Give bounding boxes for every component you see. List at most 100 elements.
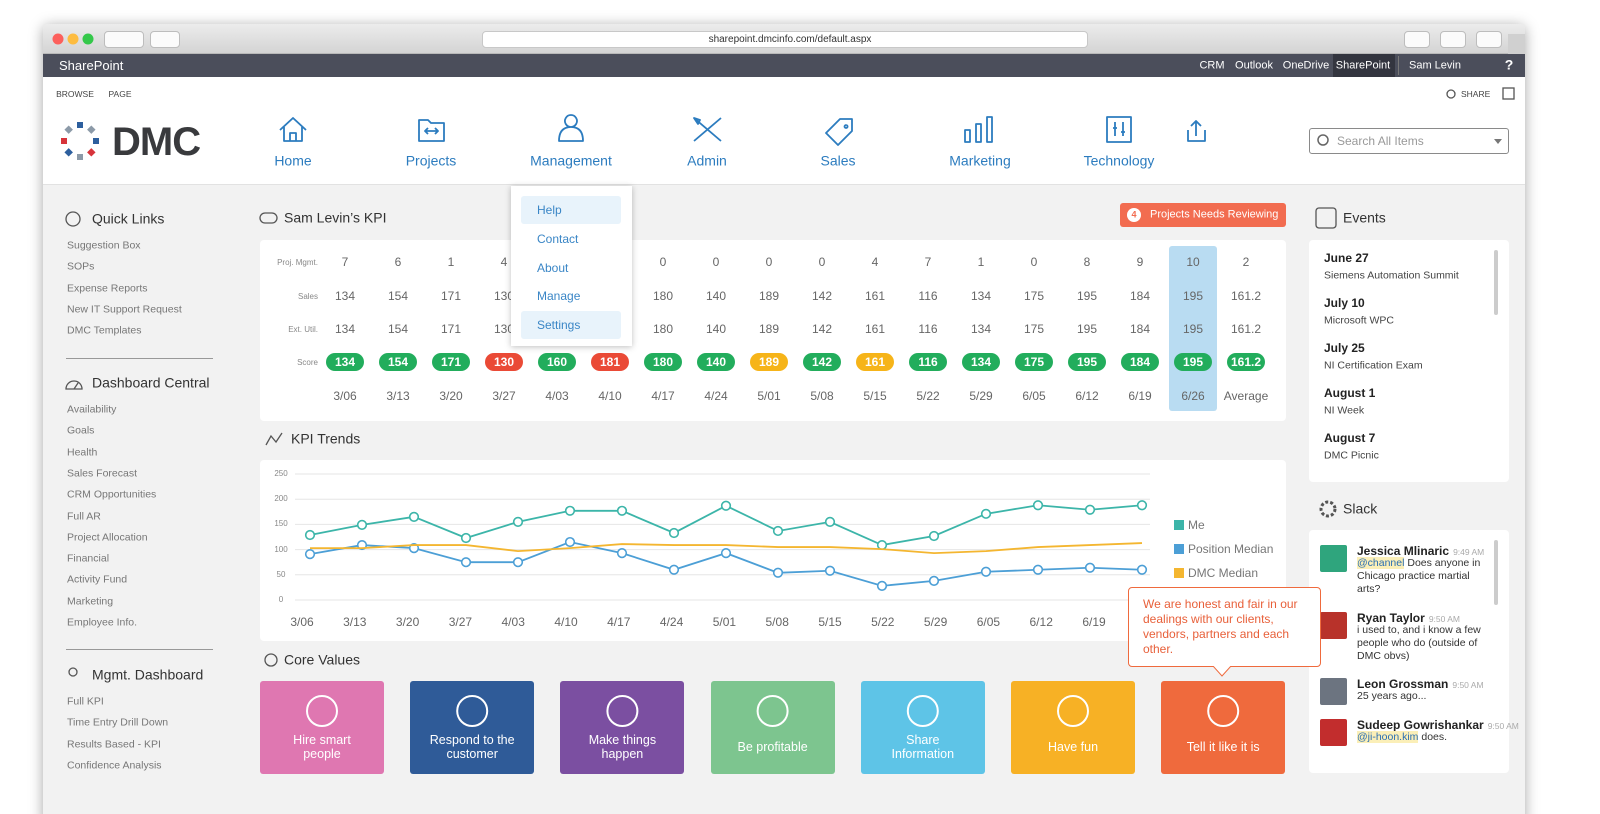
help-button[interactable]: ?	[1504, 56, 1514, 73]
avatar	[1320, 545, 1347, 572]
sidebar-link[interactable]: SOPs	[67, 261, 95, 273]
dropdown-highlight	[521, 196, 621, 224]
toolbar-button[interactable]	[1476, 31, 1502, 48]
score-pill	[485, 353, 523, 371]
sidebar-link[interactable]: Sales Forecast	[67, 467, 138, 480]
sidebar-link[interactable]: Employee Info.	[67, 616, 138, 629]
nav-item[interactable]: Marketing	[949, 152, 1011, 169]
kpi-value: 7	[924, 254, 932, 269]
suite-link[interactable]: CRM	[1199, 59, 1225, 72]
dropdown-item[interactable]: Contact	[537, 231, 579, 246]
score-value: 160	[546, 354, 568, 369]
sidebar-heading: Mgmt. Dashboard	[92, 666, 204, 683]
sidebar-button[interactable]	[150, 31, 180, 48]
nav-item[interactable]: Admin	[687, 152, 727, 169]
nav-item[interactable]: Management	[530, 152, 612, 169]
nav-item[interactable]: Home	[274, 152, 312, 169]
kpi-value: 0	[659, 254, 667, 269]
sidebar-link[interactable]: Health	[67, 446, 98, 459]
slack-name: Ryan Taylor 9:50 AM	[1357, 610, 1460, 625]
kpi-date: 4/03	[545, 388, 569, 403]
chart-title: KPI Trends	[291, 430, 361, 447]
y-tick-label: 150	[274, 519, 288, 529]
sidebar-heading: Quick Links	[92, 210, 165, 227]
kpi-value: 154	[387, 321, 409, 336]
back-button[interactable]	[104, 31, 144, 48]
sidebar-link[interactable]: Results Based - KPI	[67, 738, 161, 751]
sidebar-link[interactable]: Activity Fund	[67, 574, 128, 587]
score-value: 161	[864, 354, 886, 369]
section-title: Core Values	[284, 651, 361, 668]
value-label: Hire smart people	[293, 733, 351, 761]
kpi-date: 3/20	[439, 388, 463, 403]
suite-divider	[1398, 56, 1399, 75]
sidebar-link[interactable]: Financial	[67, 552, 110, 565]
url-bar[interactable]	[482, 31, 1088, 48]
nav-item[interactable]: Sales	[820, 152, 856, 169]
kpi-title: Sam Levin’s KPI	[284, 209, 387, 226]
score-pill	[1068, 353, 1106, 371]
avatar	[1320, 612, 1347, 639]
sidebar-link[interactable]: Time Entry Drill Down	[67, 717, 169, 729]
dropdown-item[interactable]: Settings	[537, 317, 581, 332]
sidebar-link[interactable]: Confidence Analysis	[67, 759, 162, 772]
sidebar-link[interactable]: Goals	[67, 425, 95, 437]
toolbar-button[interactable]	[1440, 31, 1466, 48]
mention: @channel	[1357, 557, 1405, 569]
search-box[interactable]	[1309, 128, 1509, 154]
event-name: Microsoft WPC	[1324, 314, 1395, 327]
user-menu[interactable]: Sam Levin	[1409, 59, 1461, 72]
share-button[interactable]: SHARE	[1461, 88, 1491, 99]
dropdown-item[interactable]: Help	[537, 202, 562, 217]
x-tick-label: 4/24	[659, 614, 684, 629]
sidebar-link[interactable]: Project Allocation	[67, 531, 148, 544]
message-text: does.	[1421, 731, 1448, 743]
nav-item[interactable]: Technology	[1083, 152, 1155, 169]
x-tick-label: 5/22	[871, 614, 895, 629]
kpi-date: 6/05	[1022, 388, 1046, 403]
sidebar-link[interactable]: Marketing	[67, 595, 114, 608]
x-tick-label: 3/27	[448, 614, 473, 629]
value-tile[interactable]	[1011, 681, 1135, 774]
sidebar-link[interactable]: Availability	[67, 403, 117, 416]
kpi-value: 171	[440, 321, 462, 336]
sidebar-link[interactable]: CRM Opportunities	[67, 488, 157, 501]
nav-item[interactable]: Projects	[405, 152, 457, 169]
sidebar-link[interactable]: Full KPI	[67, 695, 104, 708]
ribbon-tab[interactable]: PAGE	[108, 88, 132, 99]
y-tick-label: 0	[278, 595, 284, 605]
suite-link[interactable]: Outlook	[1235, 59, 1273, 72]
sidebar-link[interactable]: Full AR	[67, 510, 101, 523]
value-label: Be profitable	[737, 740, 808, 754]
ribbon-tab[interactable]: BROWSE	[56, 88, 94, 99]
dropdown-highlight	[521, 311, 621, 340]
events-panel	[1309, 240, 1509, 482]
slack-message: @ji-hoon.kim does.	[1357, 731, 1489, 744]
event-name: Siemens Automation Summit	[1324, 269, 1459, 282]
kpi-date: 5/01	[757, 388, 781, 403]
suite-link[interactable]: OneDrive	[1282, 59, 1330, 72]
suite-active	[1333, 54, 1395, 77]
x-tick-label: 5/29	[923, 614, 948, 629]
sidebar-link[interactable]: Suggestion Box	[67, 239, 141, 252]
kpi-value: 134	[334, 321, 356, 336]
message-text: Does anyone in Chicago practice martial …	[1357, 557, 1481, 595]
sidebar-link[interactable]: New IT Support Request	[67, 303, 182, 316]
review-badge[interactable]	[1120, 203, 1286, 227]
legend-label: Me	[1188, 517, 1205, 532]
toolbar-button[interactable]	[1404, 31, 1430, 48]
value-tile[interactable]	[710, 681, 835, 774]
slack-message: i used to, and i know a few people who d…	[1357, 624, 1489, 663]
badge-text: Projects Needs Reviewing	[1150, 208, 1279, 221]
kpi-value: 4	[500, 254, 508, 269]
value-tile[interactable]	[1161, 681, 1286, 774]
kpi-date: 4/10	[598, 388, 622, 403]
dropdown-item[interactable]: Manage	[537, 289, 581, 304]
kpi-value: 4	[871, 254, 879, 269]
new-tab[interactable]	[1508, 34, 1525, 54]
dropdown-item[interactable]: About	[537, 260, 569, 275]
suite-link[interactable]: SharePoint	[1335, 59, 1391, 72]
sidebar-link[interactable]: DMC Templates	[67, 324, 142, 337]
sidebar-link[interactable]: Expense Reports	[67, 282, 148, 295]
kpi-value: 0	[712, 254, 720, 269]
